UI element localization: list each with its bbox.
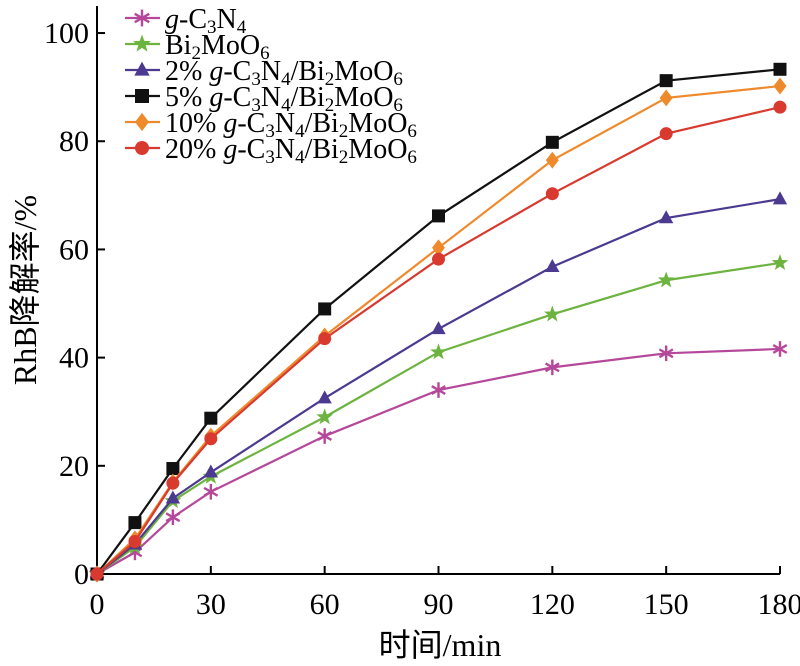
series-asterisk xyxy=(89,341,788,582)
x-tick-label: 150 xyxy=(644,588,689,621)
data-point xyxy=(659,127,673,141)
data-point xyxy=(165,509,181,525)
data-point xyxy=(318,302,332,316)
x-tick-label: 90 xyxy=(424,588,454,621)
x-axis-title: 时间/min xyxy=(379,627,502,663)
data-point xyxy=(771,254,789,271)
y-tick-label: 80 xyxy=(59,125,89,158)
data-point xyxy=(659,89,673,107)
data-point xyxy=(545,258,560,272)
y-axis-title: RhB降解率/% xyxy=(7,195,43,385)
legend-label: 20% g-C3N4/Bi2MoO6 xyxy=(165,134,417,168)
series-layer xyxy=(88,62,789,583)
data-point xyxy=(659,210,674,224)
data-point xyxy=(135,112,149,132)
legend-label: 5% g-C3N4/Bi2MoO6 xyxy=(165,82,403,116)
y-tick-label: 100 xyxy=(44,17,89,50)
data-point xyxy=(135,89,149,103)
y-tick-label: 20 xyxy=(59,450,89,483)
data-point xyxy=(773,77,787,95)
series-circle xyxy=(90,100,787,581)
data-point xyxy=(203,483,219,500)
data-point xyxy=(772,191,788,205)
data-point xyxy=(204,432,218,446)
data-point xyxy=(432,252,445,266)
data-point xyxy=(657,271,675,288)
legend-label: 10% g-C3N4/Bi2MoO6 xyxy=(165,108,417,142)
data-point xyxy=(773,62,787,76)
data-point xyxy=(135,141,149,155)
data-point xyxy=(430,343,447,360)
data-point xyxy=(432,239,445,257)
data-point xyxy=(134,9,150,27)
axes: 0 30 60 90 120 150 180 0 20 40 60 80 100 xyxy=(44,6,800,621)
series-square xyxy=(90,62,787,581)
legend-label: g-C3N4 xyxy=(165,4,247,38)
legend-item: 2% g-C3N4/Bi2MoO6 xyxy=(125,56,403,90)
data-point xyxy=(90,567,104,581)
series-line xyxy=(96,106,781,575)
data-point xyxy=(203,464,218,478)
data-point xyxy=(133,34,151,52)
legend-label: Bi2MoO6 xyxy=(165,30,270,64)
legend-item: 10% g-C3N4/Bi2MoO6 xyxy=(125,108,417,142)
data-point xyxy=(318,332,332,346)
y-tick-label: 0 xyxy=(74,558,89,591)
y-tick-label: 40 xyxy=(59,342,89,375)
data-point xyxy=(431,321,446,335)
data-point xyxy=(128,535,142,549)
x-tick-label: 30 xyxy=(196,588,226,621)
data-point xyxy=(773,100,787,114)
data-point xyxy=(432,209,445,223)
legend-item: 20% g-C3N4/Bi2MoO6 xyxy=(125,134,417,168)
data-point xyxy=(165,490,181,504)
data-point xyxy=(543,305,561,322)
data-point xyxy=(317,428,333,444)
x-tick-label: 180 xyxy=(758,588,800,621)
series-star xyxy=(88,254,789,582)
x-tick-label: 0 xyxy=(90,588,105,621)
x-tick-label: 60 xyxy=(310,588,340,621)
data-point xyxy=(166,462,180,476)
data-point xyxy=(204,411,218,425)
x-tick-label: 120 xyxy=(530,588,575,621)
y-tick-label: 60 xyxy=(59,233,89,266)
data-point xyxy=(658,345,674,362)
data-point xyxy=(431,382,446,398)
data-point xyxy=(316,408,334,425)
data-point xyxy=(659,74,673,88)
data-point xyxy=(317,390,332,404)
data-point xyxy=(545,187,559,201)
legend-item: 5% g-C3N4/Bi2MoO6 xyxy=(125,82,403,116)
series-line xyxy=(96,261,781,575)
data-point xyxy=(772,341,788,357)
data-point xyxy=(134,61,150,76)
data-point xyxy=(545,135,559,149)
legend-label: 2% g-C3N4/Bi2MoO6 xyxy=(165,56,403,90)
data-point xyxy=(128,516,142,530)
data-point xyxy=(166,476,180,490)
data-point xyxy=(545,151,559,169)
data-point xyxy=(544,359,560,376)
legend-item: g-C3N4 xyxy=(125,4,247,38)
legend-item: Bi2MoO6 xyxy=(125,30,270,64)
